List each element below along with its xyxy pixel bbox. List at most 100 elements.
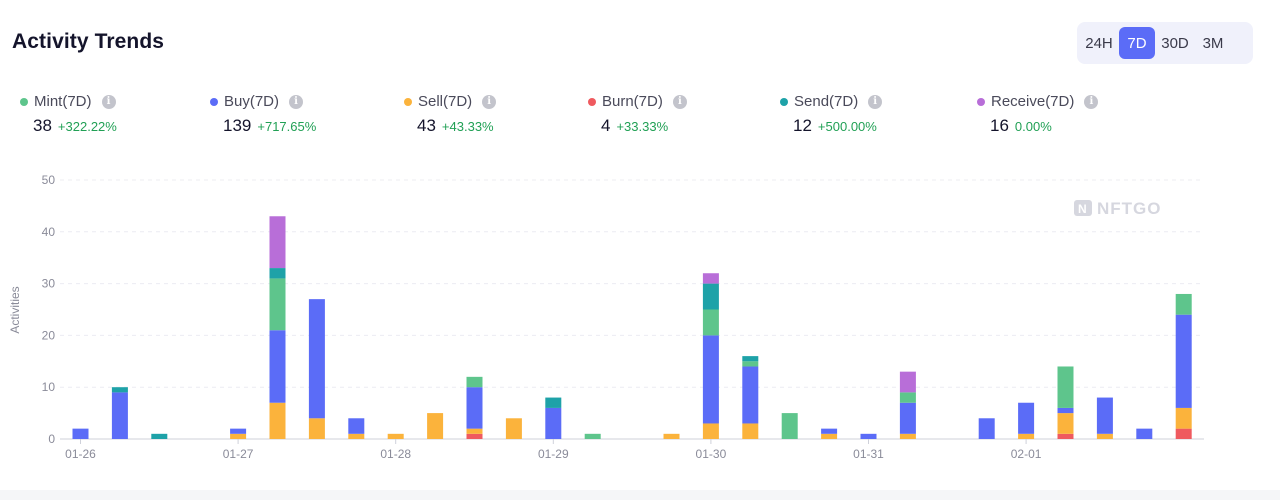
bar-receive[interactable]	[269, 216, 286, 269]
bar-sell[interactable]	[466, 428, 483, 434]
info-icon[interactable]: i	[672, 94, 687, 109]
bar-buy[interactable]	[269, 330, 286, 403]
bar-sell[interactable]	[348, 433, 365, 439]
stat-label: Send(7D)	[794, 93, 859, 110]
bar-send[interactable]	[545, 397, 562, 408]
bar-sell[interactable]	[269, 402, 286, 439]
bar-buy[interactable]	[899, 402, 916, 434]
bar-sell[interactable]	[1175, 407, 1192, 429]
bar-buy[interactable]	[1175, 314, 1192, 408]
bar-mint[interactable]	[584, 433, 601, 439]
bar-buy[interactable]	[978, 418, 995, 439]
bar-sell[interactable]	[1096, 433, 1113, 439]
bar-buy[interactable]	[702, 335, 719, 424]
bar-sell[interactable]	[1057, 413, 1074, 434]
stat-value: 139	[223, 116, 252, 135]
bar-buy[interactable]	[348, 418, 365, 434]
bar-mint[interactable]	[1175, 293, 1192, 315]
range-30d-button[interactable]: 30D	[1161, 34, 1189, 52]
bar-receive[interactable]	[702, 273, 719, 284]
info-icon[interactable]: i	[1084, 94, 1099, 109]
bar-receive[interactable]	[899, 371, 916, 393]
stat-mint: Mint(7D) i 38 +322.22%	[20, 93, 117, 136]
bar-sell[interactable]	[821, 433, 838, 439]
bar-buy[interactable]	[742, 366, 759, 424]
bar-mint[interactable]	[899, 392, 916, 403]
stat-burn: Burn(7D) i 4 +33.33%	[588, 93, 687, 136]
bar-sell[interactable]	[505, 418, 522, 439]
bar-buy[interactable]	[72, 428, 89, 439]
stat-value: 38	[33, 116, 52, 135]
bar-send[interactable]	[151, 433, 168, 439]
stat-change: +33.33%	[616, 119, 669, 134]
y-tick-label: 10	[42, 380, 56, 394]
bar-send[interactable]	[111, 387, 128, 393]
page-title: Activity Trends	[12, 30, 165, 53]
bar-burn[interactable]	[1057, 433, 1074, 439]
bar-mint[interactable]	[702, 309, 719, 336]
bar-sell[interactable]	[387, 433, 404, 439]
info-icon[interactable]: i	[101, 94, 116, 109]
stat-buy: Buy(7D) i 139 +717.65%	[210, 93, 316, 136]
bar-buy[interactable]	[230, 428, 247, 434]
burn-dot	[588, 97, 596, 106]
x-tick-label: 01-30	[696, 447, 727, 461]
stat-label: Receive(7D)	[991, 93, 1075, 110]
bar-mint[interactable]	[781, 413, 798, 439]
bar-sell[interactable]	[742, 423, 759, 439]
stat-change: +43.33%	[441, 119, 494, 134]
bar-sell[interactable]	[230, 433, 247, 439]
bar-mint[interactable]	[466, 376, 483, 388]
info-icon[interactable]: i	[289, 94, 304, 109]
range-24h-button[interactable]: 24H	[1085, 34, 1113, 52]
range-7d-button[interactable]: 7D	[1119, 27, 1155, 59]
y-tick-label: 50	[42, 173, 56, 187]
bar-buy[interactable]	[1136, 428, 1153, 439]
bar-buy[interactable]	[308, 299, 325, 419]
watermark-text: NFTGO	[1097, 199, 1162, 218]
bar-buy[interactable]	[860, 433, 877, 439]
info-icon[interactable]: i	[868, 94, 883, 109]
x-tick-label: 01-26	[65, 447, 96, 461]
nftgo-logo-glyph: N	[1078, 202, 1087, 216]
bar-sell[interactable]	[702, 423, 719, 439]
x-axis: 01-26 01-27 01-28 01-29 01-30 01-31 02-01	[65, 439, 1042, 461]
stat-label: Buy(7D)	[224, 93, 280, 110]
bar-buy[interactable]	[1096, 397, 1113, 434]
activity-chart: N NFTGO 0 10 20 30 40 50 01-26 01-27 01-28 01-29…	[8, 173, 1204, 461]
chart-bars	[72, 216, 1192, 439]
bar-buy[interactable]	[545, 407, 562, 439]
bar-buy[interactable]	[1018, 402, 1035, 434]
bar-buy[interactable]	[1057, 407, 1074, 414]
stat-label: Mint(7D)	[34, 93, 92, 110]
stat-receive: Receive(7D) i 16 0.00%	[977, 93, 1099, 136]
bar-buy[interactable]	[111, 392, 128, 439]
bar-send[interactable]	[742, 356, 759, 362]
bar-buy[interactable]	[466, 387, 483, 429]
chart-grid	[60, 179, 1204, 440]
range-3m-button[interactable]: 3M	[1202, 34, 1224, 52]
stat-change: +500.00%	[817, 119, 877, 134]
bar-sell[interactable]	[308, 418, 325, 439]
info-icon[interactable]: i	[482, 94, 497, 109]
bar-sell[interactable]	[427, 413, 444, 439]
stat-label: Sell(7D)	[418, 93, 473, 110]
stat-value: 16	[990, 116, 1009, 135]
bar-burn[interactable]	[466, 433, 483, 439]
bar-burn[interactable]	[1175, 428, 1192, 439]
stat-change: +322.22%	[57, 119, 117, 134]
bar-sell[interactable]	[1018, 433, 1035, 439]
buy-dot	[210, 97, 218, 106]
bar-sell[interactable]	[899, 433, 916, 439]
bar-sell[interactable]	[663, 433, 680, 439]
bar-send[interactable]	[702, 283, 719, 310]
bar-mint[interactable]	[1057, 366, 1074, 408]
bar-send[interactable]	[269, 268, 286, 279]
bar-buy[interactable]	[821, 428, 838, 434]
mint-dot	[20, 97, 28, 106]
bar-mint[interactable]	[742, 361, 759, 367]
bar-mint[interactable]	[269, 278, 286, 331]
send-dot	[780, 97, 788, 106]
footer-strip	[0, 490, 1280, 500]
stat-change: +717.65%	[257, 119, 317, 134]
